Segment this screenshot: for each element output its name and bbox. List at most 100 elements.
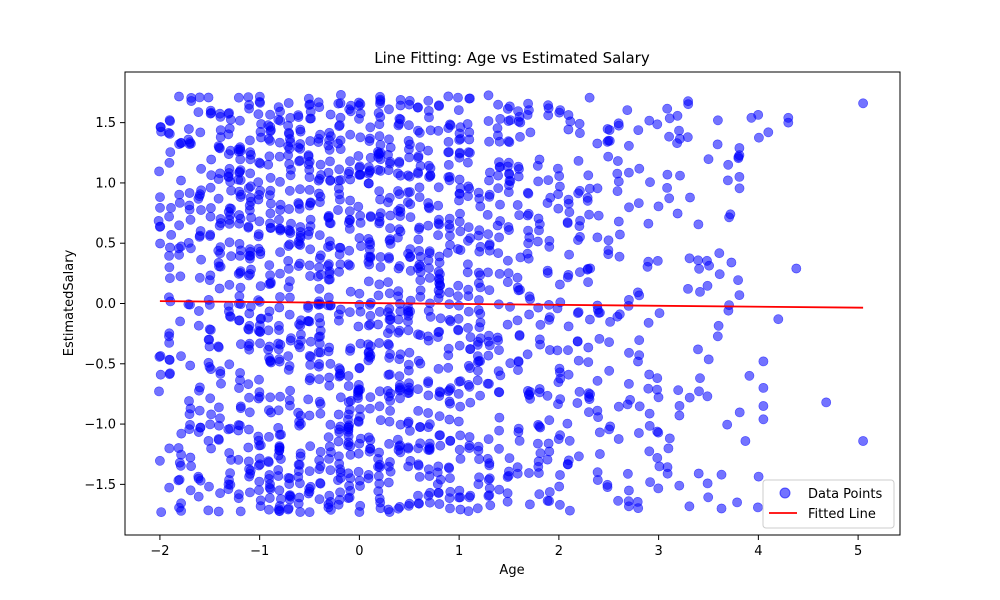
data-point — [264, 504, 274, 515]
data-point — [543, 110, 554, 121]
data-point — [244, 407, 255, 418]
data-point — [563, 198, 574, 209]
data-point — [654, 461, 665, 472]
data-point — [583, 170, 594, 181]
data-point — [333, 499, 344, 510]
data-point — [574, 118, 585, 129]
data-point — [664, 193, 675, 204]
data-point — [344, 307, 355, 317]
data-point — [653, 201, 664, 212]
data-point — [203, 334, 214, 345]
data-point — [394, 158, 405, 168]
data-point — [404, 152, 415, 163]
data-point — [684, 392, 695, 403]
data-point — [353, 448, 364, 459]
data-point — [365, 310, 376, 321]
data-point — [644, 408, 655, 419]
data-point — [363, 251, 374, 262]
data-point — [245, 268, 255, 279]
data-point — [363, 276, 374, 287]
data-point — [264, 431, 274, 442]
data-point — [482, 209, 493, 220]
data-point — [305, 336, 316, 347]
y-tick-label: 1.0 — [95, 176, 116, 191]
data-point — [633, 198, 644, 208]
data-point — [493, 387, 504, 397]
data-point — [402, 197, 413, 207]
data-point — [365, 352, 375, 363]
data-point — [444, 171, 455, 182]
data-point — [314, 283, 325, 294]
data-point — [573, 155, 584, 166]
data-point — [433, 461, 444, 472]
data-point — [613, 434, 624, 444]
data-point — [662, 182, 672, 193]
data-point — [164, 242, 175, 253]
data-point — [375, 497, 386, 508]
data-point — [554, 363, 565, 374]
data-point — [672, 138, 682, 149]
data-point — [713, 320, 724, 331]
data-point — [304, 316, 315, 327]
legend-label-fitted-line: Fitted Line — [808, 507, 876, 522]
x-tick-label: 2 — [555, 544, 563, 559]
data-point — [273, 320, 284, 331]
data-point — [314, 312, 325, 323]
data-point — [403, 418, 413, 429]
data-point — [494, 268, 505, 279]
data-point — [434, 411, 445, 422]
data-point — [304, 466, 315, 476]
data-point — [644, 420, 655, 431]
data-point — [193, 306, 204, 316]
data-point — [274, 485, 285, 496]
data-point — [565, 505, 575, 516]
data-point — [195, 127, 206, 138]
data-point — [353, 321, 364, 332]
data-point — [254, 216, 265, 227]
data-point — [225, 468, 235, 478]
data-point — [404, 347, 415, 358]
data-point — [614, 251, 625, 262]
data-point — [454, 444, 465, 455]
data-point — [283, 241, 294, 251]
data-point — [503, 157, 514, 168]
x-tick-label: 1 — [455, 544, 463, 559]
data-point — [284, 204, 294, 214]
data-point — [253, 177, 264, 188]
data-point — [155, 192, 165, 202]
data-point — [533, 438, 543, 449]
data-point — [603, 245, 614, 255]
data-point — [624, 202, 634, 213]
data-point — [433, 214, 444, 225]
data-point — [564, 435, 575, 446]
data-point — [213, 402, 224, 413]
data-point — [494, 157, 504, 167]
data-point — [783, 117, 794, 128]
data-point — [335, 135, 346, 146]
data-point — [858, 98, 868, 109]
data-point — [645, 177, 655, 188]
data-point — [374, 131, 385, 141]
data-point — [493, 99, 503, 110]
data-point — [542, 268, 553, 278]
data-point — [334, 164, 345, 175]
data-point — [572, 336, 583, 346]
data-point — [523, 98, 533, 109]
data-point — [354, 161, 365, 172]
data-point — [644, 446, 655, 457]
data-point — [305, 359, 316, 370]
data-point — [315, 191, 326, 202]
data-point — [333, 475, 343, 485]
data-point — [424, 263, 434, 273]
data-point — [344, 223, 355, 234]
data-point — [554, 171, 565, 181]
data-point — [592, 183, 603, 194]
data-point — [563, 369, 574, 380]
data-point — [495, 114, 506, 124]
data-point — [323, 212, 334, 222]
data-point — [375, 154, 386, 165]
data-point — [164, 443, 175, 454]
data-point — [502, 277, 513, 287]
legend-box — [762, 479, 895, 529]
data-point — [233, 489, 244, 500]
